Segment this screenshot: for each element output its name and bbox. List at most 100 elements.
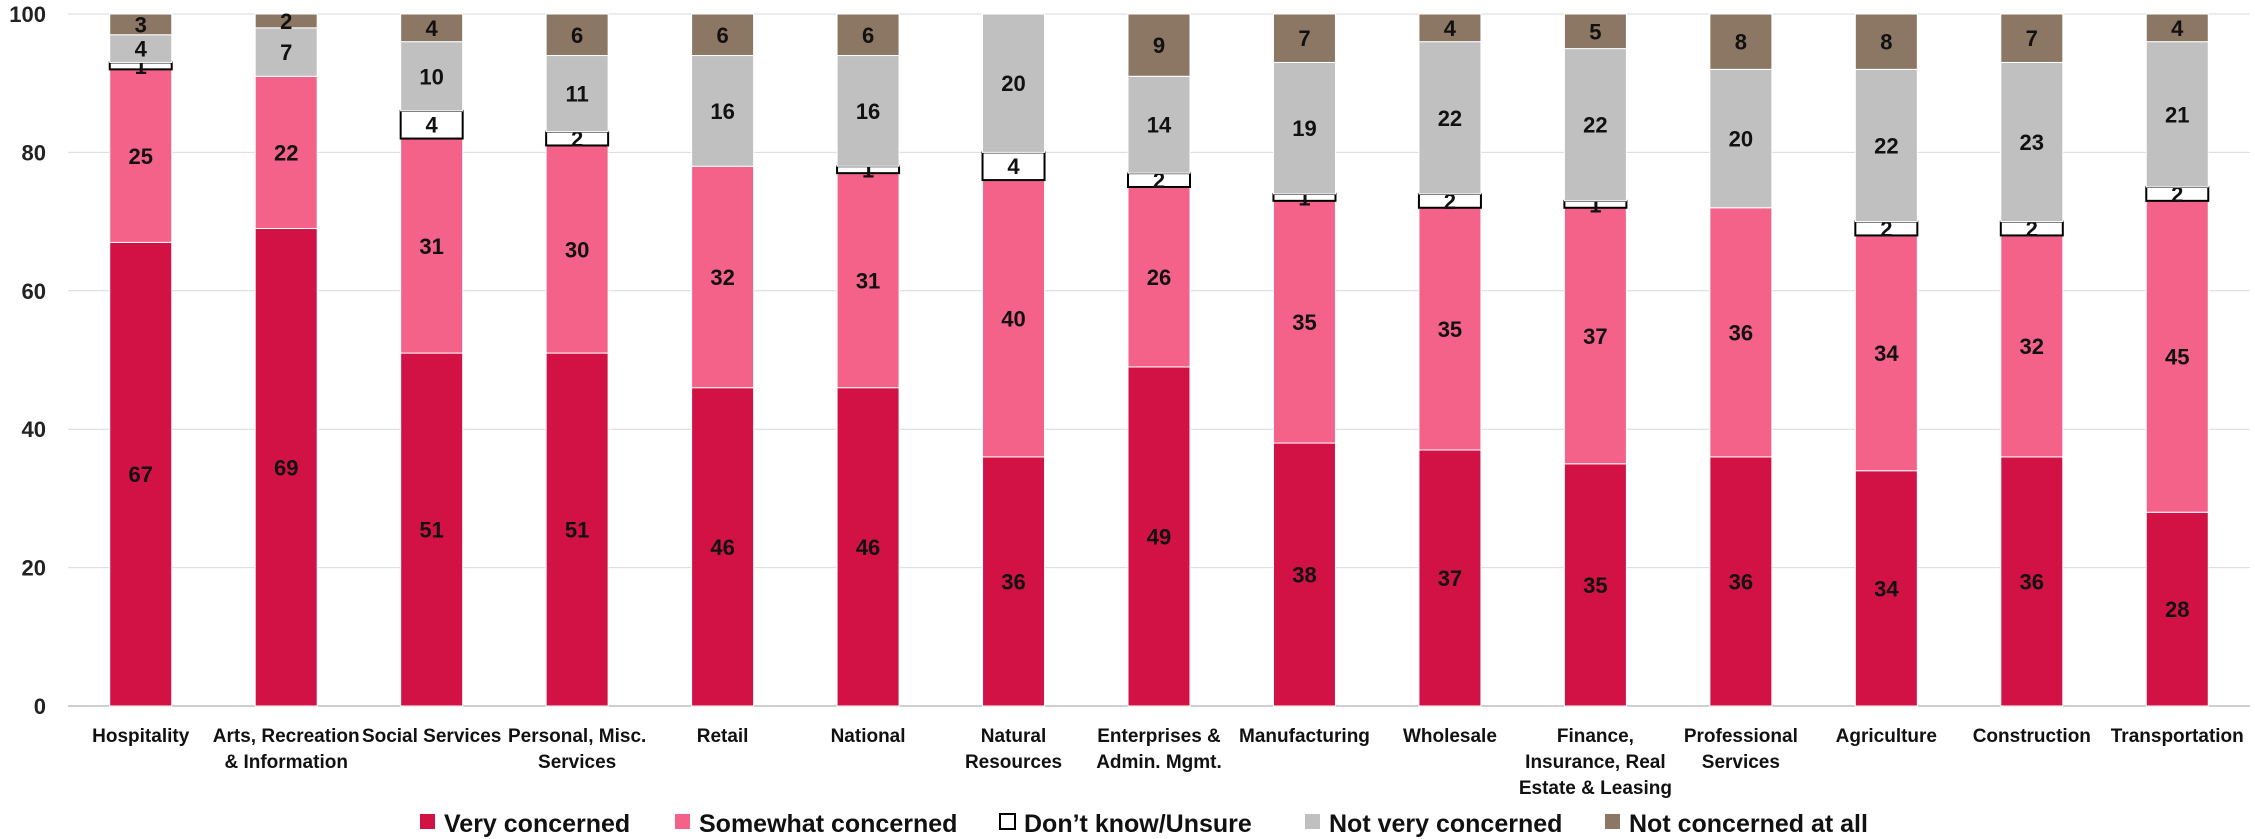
data-label: 36 xyxy=(1729,569,1753,594)
data-label: 4 xyxy=(135,37,148,62)
data-label: 2 xyxy=(280,9,292,34)
bar-segment xyxy=(1127,13,1191,77)
bar-segment xyxy=(400,138,464,354)
x-tick-label: National xyxy=(831,726,906,747)
data-label: 67 xyxy=(128,462,152,487)
data-label: 2 xyxy=(1880,217,1892,242)
data-label: 8 xyxy=(1735,30,1747,55)
data-label: 7 xyxy=(2026,26,2038,51)
bar-segment xyxy=(1854,68,1918,223)
bar-segment xyxy=(1418,13,1482,43)
data-label: 38 xyxy=(1292,563,1316,588)
bar-segment xyxy=(109,68,173,243)
data-label: 6 xyxy=(862,23,874,48)
bar-segment xyxy=(2000,13,2064,63)
data-label: 2 xyxy=(571,127,583,152)
legend-label: Very concerned xyxy=(444,810,630,838)
x-tick-label: Professional Services xyxy=(1684,726,1798,773)
data-label: 22 xyxy=(1438,106,1462,131)
bar-segment xyxy=(1418,41,1482,195)
bar-segment xyxy=(836,387,900,707)
bar-segment xyxy=(1272,61,1336,195)
x-tick-label: Transportation xyxy=(2111,726,2244,747)
data-label: 6 xyxy=(571,23,583,48)
bar-segment xyxy=(1709,68,1773,209)
data-label: 51 xyxy=(565,518,589,543)
data-label: 14 xyxy=(1147,113,1172,138)
data-label: 26 xyxy=(1147,265,1171,290)
data-label: 37 xyxy=(1583,324,1607,349)
data-label: 4 xyxy=(426,16,439,41)
bar-segment xyxy=(1854,13,1918,70)
data-label: 46 xyxy=(710,535,734,560)
data-label: 25 xyxy=(128,144,152,169)
bar-segment xyxy=(1563,463,1627,707)
bar-segment xyxy=(2145,511,2209,707)
bar-segment xyxy=(2000,61,2064,223)
data-label: 16 xyxy=(856,99,880,124)
data-label: 34 xyxy=(1874,576,1899,601)
bar-segment xyxy=(691,55,755,167)
x-tick-label: Finance, Insurance, Real Estate & Leasing xyxy=(1519,726,1672,799)
legend-swatch xyxy=(675,814,690,829)
y-tick-label: 100 xyxy=(9,2,46,27)
data-label: 51 xyxy=(419,518,443,543)
bar-segment xyxy=(254,13,318,29)
bar-segment xyxy=(2000,456,2064,707)
data-label: 32 xyxy=(710,265,734,290)
bar-segment xyxy=(2000,234,2064,458)
legend-swatch xyxy=(999,813,1016,830)
bar-segment xyxy=(2145,13,2209,43)
data-label: 36 xyxy=(1729,320,1753,345)
data-label: 36 xyxy=(1001,569,1025,594)
legend-swatch xyxy=(1605,814,1620,829)
data-label: 45 xyxy=(2165,345,2189,370)
data-label: 35 xyxy=(1583,573,1607,598)
data-label: 16 xyxy=(710,99,734,124)
bar-segment xyxy=(399,109,464,140)
data-label: 3 xyxy=(135,12,147,37)
bar-segment xyxy=(400,41,464,112)
bar-segment xyxy=(109,241,173,707)
bar-segment xyxy=(1418,449,1482,707)
data-label: 46 xyxy=(856,535,880,560)
bars: 6725143692272513141045130211646321664631… xyxy=(108,9,2210,707)
data-label: 4 xyxy=(1444,16,1457,41)
y-axis: 0 20 40 60 80 100 xyxy=(9,2,46,719)
data-label: 35 xyxy=(1292,310,1316,335)
bar-segment xyxy=(400,352,464,707)
bar-segment xyxy=(400,13,464,43)
bar-segment xyxy=(109,13,173,36)
bar-segment xyxy=(836,172,900,389)
bar-segment xyxy=(836,55,900,167)
bar-segment xyxy=(836,13,900,57)
bar-segment xyxy=(2145,41,2209,188)
data-label: 21 xyxy=(2165,102,2189,127)
data-label: 2 xyxy=(1444,189,1456,214)
data-label: 9 xyxy=(1153,33,1165,58)
bar-segment xyxy=(2145,200,2209,513)
data-label: 4 xyxy=(426,113,439,138)
data-label: 19 xyxy=(1292,116,1316,141)
data-label: 7 xyxy=(1298,26,1310,51)
x-axis: Hospitality Arts, Recreation & Information… xyxy=(92,726,2244,799)
data-label: 28 xyxy=(2165,597,2189,622)
data-label: 10 xyxy=(419,64,443,89)
data-label: 2 xyxy=(2026,217,2038,242)
bar-segment xyxy=(254,228,318,707)
data-label: 6 xyxy=(716,23,728,48)
data-label: 20 xyxy=(1729,127,1753,152)
data-label: 22 xyxy=(274,140,298,165)
data-label: 11 xyxy=(566,82,589,107)
x-tick-label: Agriculture xyxy=(1836,726,1937,747)
legend-label: Not very concerned xyxy=(1329,810,1562,838)
bar-segment xyxy=(1272,200,1336,444)
bar-segment xyxy=(1563,48,1627,202)
legend: Very concerned Somewhat concerned Don’t kn… xyxy=(420,810,1868,838)
x-tick-label: Natural Resources xyxy=(965,726,1062,773)
y-tick-label: 0 xyxy=(34,694,46,719)
data-label: 36 xyxy=(2020,569,2044,594)
x-tick-label: Hospitality xyxy=(92,726,190,747)
bar-segment xyxy=(1418,207,1482,451)
